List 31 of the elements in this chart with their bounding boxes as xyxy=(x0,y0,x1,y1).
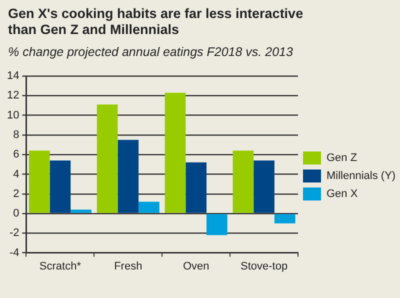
bar xyxy=(232,150,254,213)
y-tick-label: 12 xyxy=(6,90,20,102)
bar xyxy=(118,140,139,213)
x-tick-label: Oven xyxy=(182,260,210,272)
y-tick-label: 6 xyxy=(13,148,20,161)
x-tick-label: Stove-top xyxy=(240,260,288,272)
legend-label: Gen Z xyxy=(326,152,358,164)
bar xyxy=(164,92,186,213)
x-tick-label: Scratch* xyxy=(39,260,82,272)
y-tick-label: -2 xyxy=(9,227,20,240)
chart-title: Gen X's cooking habits are far less interactive than Gen Z and Millennials xyxy=(8,6,304,38)
bar xyxy=(274,214,296,224)
x-tick-label: Fresh xyxy=(114,260,142,272)
y-tick-label: -4 xyxy=(9,246,20,259)
y-tick-label: 14 xyxy=(6,70,20,82)
y-tick-label: 8 xyxy=(13,128,20,141)
y-tick-label: 2 xyxy=(13,188,20,200)
y-tick-label: 4 xyxy=(13,168,20,180)
bar xyxy=(206,214,228,236)
chart-subtitle: % change projected annual eatings F2018 vs. 2013 xyxy=(8,45,293,59)
bar xyxy=(186,162,207,213)
legend-label: Millennials (Y) xyxy=(326,170,396,182)
bar xyxy=(96,104,118,213)
bar xyxy=(254,160,274,213)
bar xyxy=(28,150,50,213)
y-tick-label: 10 xyxy=(6,109,20,122)
legend-label: Gen X xyxy=(326,188,358,200)
bar xyxy=(138,202,160,213)
bar xyxy=(50,160,71,213)
y-tick-label: 0 xyxy=(13,208,20,220)
bar xyxy=(70,210,92,213)
